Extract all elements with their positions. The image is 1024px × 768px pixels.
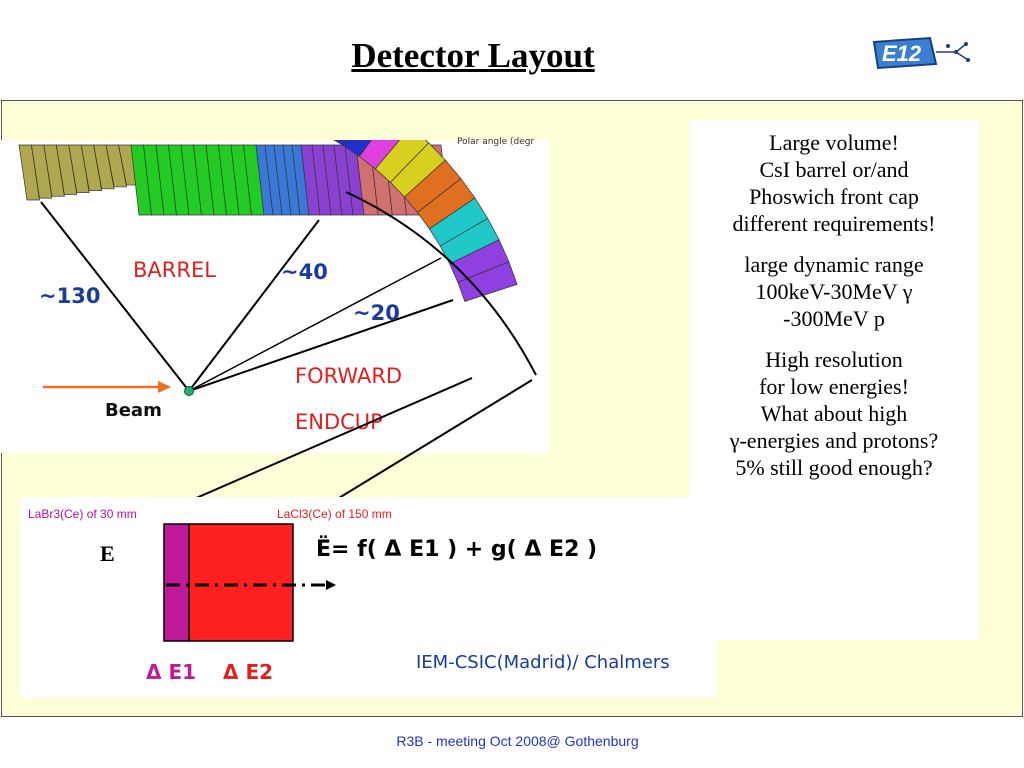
angle-130-label: ~130 [39, 284, 101, 308]
detector-crystal-segment [55, 144, 78, 195]
detector-drawing [18, 140, 537, 396]
notes-line: What about high [760, 401, 908, 426]
detector-crystal-segment [68, 144, 90, 193]
slide-title: Detector Layout [351, 36, 595, 75]
notes-box: Large volume! CsI barrel or/and Phoswich f… [689, 120, 979, 640]
notes-line: for low energies! [759, 374, 909, 399]
detector-crystal-segment [43, 144, 65, 197]
labr-crystal [163, 523, 190, 642]
slide-footer: R3B - meeting Oct 2008@ Gothenburg [396, 733, 639, 749]
detector-diagram: Polar angle (degr BARREL ~130 ~40 ~20 FO… [1, 137, 550, 453]
lacl-label: LaCl3(Ce) of 150 mm [277, 507, 392, 521]
notes-spacer [689, 332, 979, 346]
notes-line: different requirements! [732, 211, 936, 236]
forward-label: FORWARD [295, 364, 403, 388]
notes-line: 100keV-30MeV γ [755, 279, 913, 304]
detector-crystal-segment [18, 144, 40, 201]
delta-e2-label: Δ E2 [223, 660, 274, 684]
endcup-label: ENDCUP [295, 410, 383, 434]
detector-crystal-segment [333, 140, 347, 146]
notes-line: 5% still good enough? [735, 455, 933, 480]
energy-label: E [100, 541, 115, 566]
notes-spacer [689, 237, 979, 251]
e12-logo: E12 [870, 30, 980, 74]
notes-line: large dynamic range [744, 252, 924, 277]
detector-crystal-segment [93, 144, 115, 190]
angle-20-label: ~20 [353, 301, 400, 325]
notes-line: High resolution [765, 347, 903, 372]
polar-angle-caption: Polar angle (degr [457, 137, 535, 147]
notes-line: -300MeV p [783, 306, 885, 331]
notes-line: Phoswich front cap [749, 184, 919, 209]
notes-line: CsI barrel or/and [759, 157, 909, 182]
notes-line: Large volume! [769, 130, 899, 155]
phoswich-detail: LaBr3(Ce) of 30 mm LaCl3(Ce) of 150 mm E… [20, 497, 717, 698]
detector-crystal-segment [80, 144, 103, 192]
detector-crystal-segment [457, 261, 518, 302]
detector-crystal-segment [358, 140, 401, 170]
detector-crystal-segment [342, 140, 372, 157]
detector-crystal-segment [105, 144, 127, 188]
detector-crystal-segment [31, 144, 53, 199]
credit-label: IEM-CSIC(Madrid)/ Chalmers [416, 652, 670, 673]
angle-40-label: ~40 [281, 260, 328, 284]
phoswich-drawing [163, 523, 336, 642]
labr-label: LaBr3(Ce) of 30 mm [28, 507, 137, 521]
svg-text:E12: E12 [882, 41, 922, 66]
delta-e1-label: Δ E1 [146, 660, 197, 684]
beam-label: Beam [105, 400, 162, 421]
barrel-label: BARREL [133, 258, 216, 282]
lacl-crystal [188, 523, 294, 642]
notes-line: γ-energies and protons? [729, 428, 939, 453]
energy-formula: Ë= f( Δ E1 ) + g( Δ E2 ) [316, 537, 598, 562]
